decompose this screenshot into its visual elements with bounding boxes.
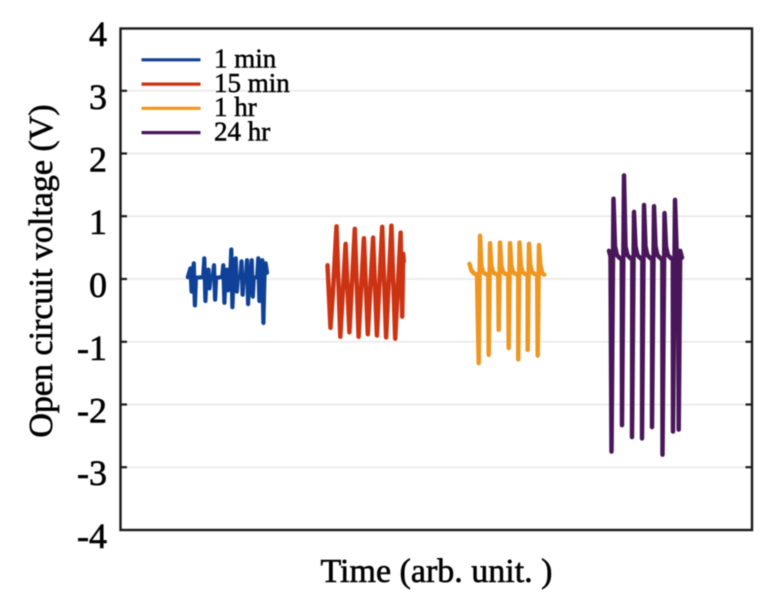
svg-text:3: 3 [89, 77, 107, 117]
svg-text:-2: -2 [77, 391, 107, 431]
svg-text:-3: -3 [77, 453, 107, 493]
svg-text:-1: -1 [77, 328, 107, 368]
svg-text:0: 0 [89, 265, 107, 305]
svg-text:24 hr: 24 hr [214, 116, 270, 146]
svg-text:15 min: 15 min [214, 68, 290, 98]
svg-text:2: 2 [89, 140, 107, 180]
svg-text:-4: -4 [77, 516, 107, 556]
svg-text:1 min: 1 min [214, 44, 277, 74]
svg-text:4: 4 [89, 14, 107, 54]
svg-text:1: 1 [89, 202, 107, 242]
svg-text:Time (arb. unit. ): Time (arb. unit. ) [320, 553, 552, 590]
svg-text:Open circuit voltage (V): Open circuit voltage (V) [23, 104, 60, 437]
svg-text:1 hr: 1 hr [214, 92, 257, 122]
